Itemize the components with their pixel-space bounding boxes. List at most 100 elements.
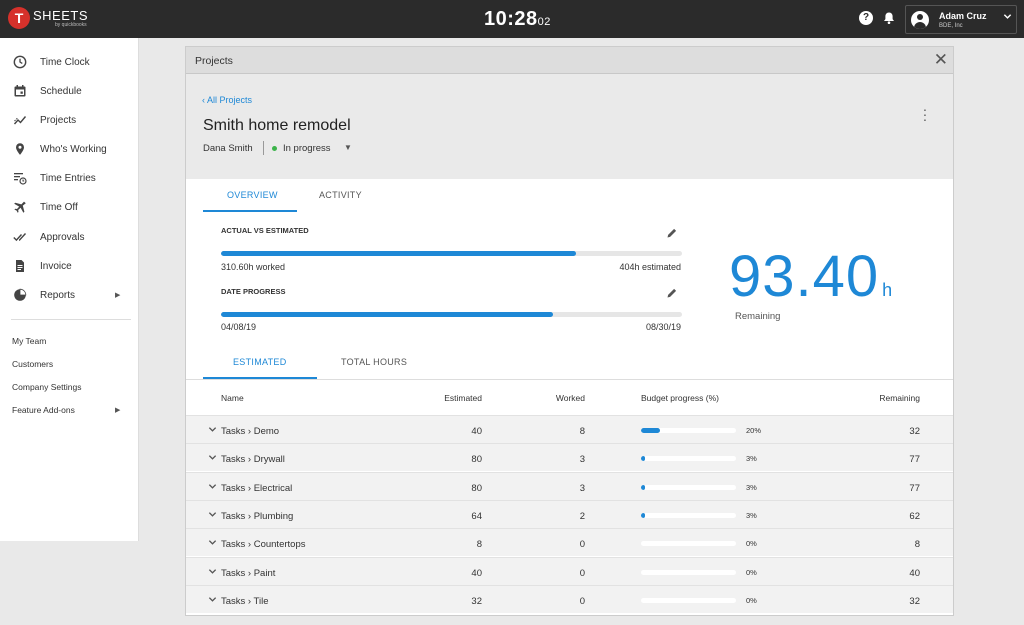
budget-progress-percent: 0% (746, 539, 757, 549)
project-client: Dana Smith (203, 143, 253, 154)
column-header-budget-progress[interactable]: Budget progress (%) (641, 393, 719, 403)
sidebar-item-projects[interactable]: Projects (0, 109, 139, 131)
all-projects-link[interactable]: ‹ All Projects (202, 95, 253, 105)
table-row[interactable]: Tasks › Electrical 80 3 3% 77 (186, 471, 953, 500)
chevron-down-icon[interactable] (208, 425, 217, 436)
task-name: Tasks › Electrical (221, 482, 293, 494)
sidebar-item-approvals[interactable]: Approvals (0, 226, 139, 248)
chevron-down-icon[interactable] (208, 510, 217, 521)
chevron-down-icon[interactable] (208, 453, 217, 464)
task-name: Tasks › Drywall (221, 454, 285, 466)
date-progress-title: DATE PROGRESS (221, 287, 286, 296)
budget-progress-bar (641, 512, 736, 518)
user-menu[interactable]: Adam Cruz BDE, Inc (905, 5, 1017, 34)
remaining-hours-value: 93.40 h (729, 246, 893, 321)
budget-progress-bar (641, 569, 736, 575)
edit-pencil-icon[interactable] (666, 227, 678, 242)
sidebar: Time Clock Schedule Projects Who's Worki… (0, 38, 139, 541)
sidebar-item-time-entries[interactable]: Time Entries (0, 167, 139, 189)
remaining-label: Remaining (735, 311, 781, 322)
budget-progress-fill (641, 484, 645, 490)
worked-value: 0 (579, 595, 585, 607)
logo-word: SHEETS (33, 7, 89, 23)
remaining-number: 93.40 (729, 244, 880, 309)
back-link-label: All Projects (207, 95, 253, 105)
budget-progress-percent: 20% (746, 426, 762, 435)
more-options-icon[interactable]: · · · (922, 101, 928, 127)
chevron-down-icon (1003, 12, 1012, 24)
location-pin-icon (12, 141, 28, 157)
status-dropdown[interactable]: In progress (283, 143, 331, 154)
estimated-value: 64 (471, 510, 482, 522)
sidebar-item-customers[interactable]: Customers (12, 359, 54, 369)
sidebar-divider (11, 319, 131, 320)
sidebar-item-label: Who's Working (40, 143, 107, 155)
sidebar-item-label: Time Entries (40, 172, 96, 184)
estimated-hours: 404h estimated (619, 262, 681, 272)
sidebar-item-label: Projects (40, 114, 77, 126)
worked-value: 0 (579, 539, 585, 551)
end-date: 08/30/19 (645, 322, 681, 332)
sidebar-item-whos-working[interactable]: Who's Working (0, 138, 139, 160)
chevron-down-icon[interactable] (208, 538, 217, 549)
table-row[interactable]: Tasks › Plumbing 64 2 3% 62 (186, 499, 953, 528)
column-header-estimated[interactable]: Estimated (444, 393, 482, 403)
tab-underline (203, 377, 317, 379)
list-clock-icon (12, 170, 28, 186)
chevron-down-icon[interactable] (208, 595, 217, 606)
chevron-down-icon[interactable] (208, 482, 217, 493)
sidebar-item-reports[interactable]: Reports ▶ (0, 284, 139, 306)
worked-hours: 310.60h worked (221, 262, 286, 272)
budget-progress-percent: 0% (746, 567, 757, 577)
help-icon[interactable]: ? (859, 11, 873, 25)
trend-icon (12, 112, 28, 128)
chevron-down-icon[interactable] (208, 567, 217, 578)
estimated-value: 80 (471, 482, 482, 494)
start-date: 04/08/19 (221, 322, 257, 332)
sidebar-item-feature-add-ons[interactable]: Feature Add-ons (12, 405, 75, 415)
tab-activity[interactable]: ACTIVITY (319, 190, 362, 200)
column-header-worked[interactable]: Worked (555, 393, 585, 403)
tab-underline (203, 210, 297, 212)
chevron-right-icon: ▶ (115, 407, 121, 414)
budget-progress-bar (641, 541, 736, 547)
table-row[interactable]: Tasks › Countertops 8 0 0% 8 (186, 528, 953, 557)
sidebar-item-label: Schedule (40, 85, 82, 97)
tab-overview[interactable]: OVERVIEW (227, 190, 278, 200)
remaining-value: 32 (909, 595, 920, 607)
sidebar-item-time-off[interactable]: Time Off (0, 196, 139, 218)
avatar (911, 11, 929, 29)
edit-pencil-icon[interactable] (666, 287, 678, 302)
tsheets-logo[interactable]: T SHEETS by quickbooks (8, 7, 88, 29)
date-progress-bar (221, 312, 682, 317)
remaining-value: 77 (909, 454, 920, 466)
budget-progress-bar (641, 428, 736, 433)
sidebar-item-time-clock[interactable]: Time Clock (0, 51, 139, 73)
tab-estimated[interactable]: ESTIMATED (233, 357, 287, 367)
table-row[interactable]: Tasks › Paint 40 0 0% 40 (186, 556, 953, 585)
table-row[interactable]: Tasks › Drywall 80 3 3% 77 (186, 443, 953, 472)
double-check-icon (12, 229, 28, 245)
sidebar-item-my-team[interactable]: My Team (12, 336, 47, 346)
task-name: Tasks › Countertops (221, 539, 306, 551)
actual-progress-fill (221, 251, 576, 256)
budget-progress-bar (641, 456, 736, 462)
budget-progress-percent: 3% (746, 454, 757, 464)
caret-down-icon[interactable]: ▼ (344, 143, 352, 152)
sidebar-item-schedule[interactable]: Schedule (0, 80, 139, 102)
estimated-value: 8 (476, 539, 482, 551)
estimated-value: 40 (471, 426, 482, 437)
table-row[interactable]: Tasks › Demo 40 8 20% 32 (186, 415, 953, 443)
bell-icon[interactable] (882, 11, 896, 25)
column-header-remaining[interactable]: Remaining (879, 393, 920, 403)
sidebar-item-invoice[interactable]: Invoice (0, 255, 139, 277)
close-icon[interactable]: ✕ (933, 50, 948, 69)
worked-value: 8 (579, 426, 585, 437)
sidebar-item-company-settings[interactable]: Company Settings (12, 382, 82, 392)
panel-title: Projects (195, 55, 233, 67)
column-header-name[interactable]: Name (221, 393, 244, 403)
tab-total-hours[interactable]: TOTAL HOURS (341, 357, 408, 367)
table-row[interactable]: Tasks › Tile 32 0 0% 32 (186, 584, 953, 613)
document-icon (12, 258, 28, 274)
logo-mark: T (8, 7, 30, 29)
